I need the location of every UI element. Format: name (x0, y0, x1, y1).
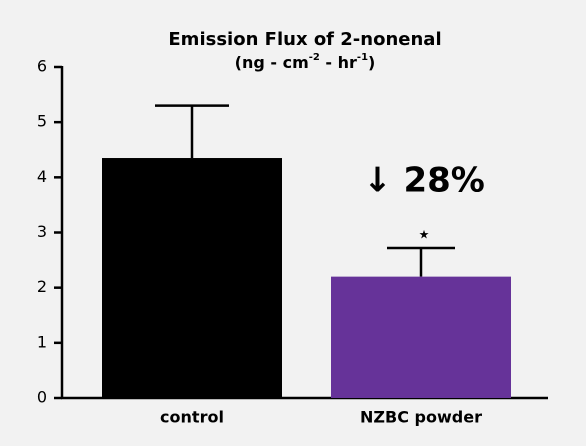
subtitle-part: - hr (320, 53, 357, 72)
x-tick-label: control (160, 408, 224, 427)
y-tick-label: 5 (37, 112, 47, 131)
y-tick-label: 6 (37, 57, 47, 76)
y-tick-label: 2 (37, 277, 47, 296)
bar (102, 158, 282, 398)
chart-title: Emission Flux of 2-nonenal (168, 29, 441, 50)
chart-subtitle: (ng - cm-2 - hr-1) (235, 52, 376, 72)
annotation: ↓ 28% (363, 161, 485, 201)
y-tick-label: 1 (37, 332, 47, 351)
subtitle-superscript: -1 (357, 52, 368, 63)
subtitle-part: (ng - cm (235, 53, 309, 72)
significance-star: ★ (419, 228, 430, 242)
bar (331, 276, 511, 398)
y-tick-label: 0 (37, 388, 47, 407)
x-tick-label: NZBC powder (360, 408, 482, 427)
y-tick-label: 4 (37, 167, 47, 186)
subtitle-superscript: -2 (309, 52, 320, 63)
y-tick-label: 3 (37, 222, 47, 241)
subtitle-part: ) (368, 53, 375, 72)
